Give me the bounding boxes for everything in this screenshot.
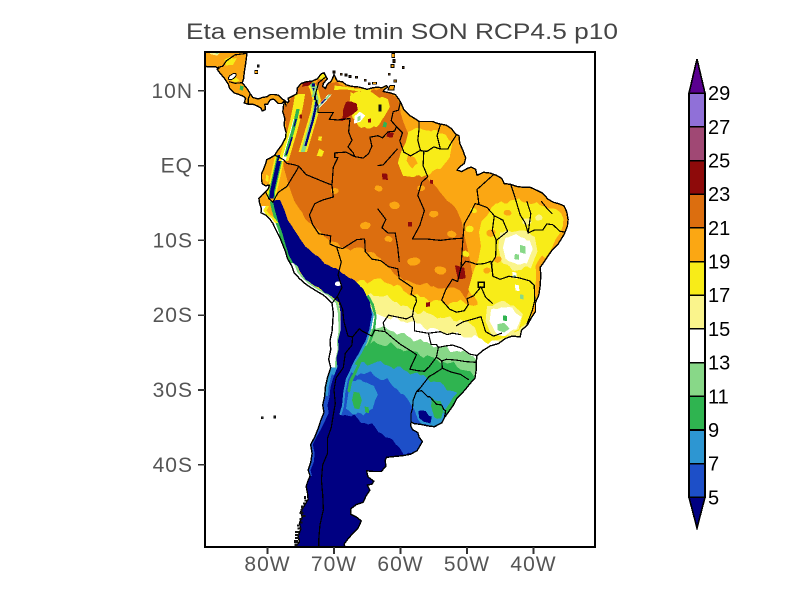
svg-text:9: 9 bbox=[708, 420, 719, 442]
svg-text:17: 17 bbox=[708, 285, 730, 307]
svg-text:25: 25 bbox=[708, 151, 730, 173]
svg-text:20S: 20S bbox=[153, 304, 193, 327]
svg-text:60W: 60W bbox=[377, 553, 423, 576]
svg-text:50W: 50W bbox=[444, 553, 490, 576]
svg-text:Eta ensemble tmin SON RCP4.5 p: Eta ensemble tmin SON RCP4.5 p10 bbox=[186, 19, 618, 44]
svg-text:40W: 40W bbox=[510, 553, 556, 576]
svg-text:10S: 10S bbox=[153, 229, 193, 252]
svg-text:EQ: EQ bbox=[161, 155, 193, 178]
svg-text:80W: 80W bbox=[244, 553, 290, 576]
svg-text:7: 7 bbox=[708, 454, 719, 476]
svg-text:29: 29 bbox=[708, 83, 730, 105]
svg-text:70W: 70W bbox=[311, 553, 357, 576]
svg-text:21: 21 bbox=[708, 218, 730, 240]
svg-text:5: 5 bbox=[708, 487, 719, 509]
svg-text:13: 13 bbox=[708, 353, 730, 375]
svg-text:23: 23 bbox=[708, 184, 730, 206]
svg-text:19: 19 bbox=[708, 252, 730, 274]
svg-text:40S: 40S bbox=[153, 454, 193, 477]
svg-text:11: 11 bbox=[708, 386, 729, 408]
svg-text:10N: 10N bbox=[151, 80, 193, 103]
svg-text:27: 27 bbox=[708, 117, 730, 139]
svg-text:15: 15 bbox=[708, 319, 730, 341]
svg-text:30S: 30S bbox=[153, 379, 193, 402]
